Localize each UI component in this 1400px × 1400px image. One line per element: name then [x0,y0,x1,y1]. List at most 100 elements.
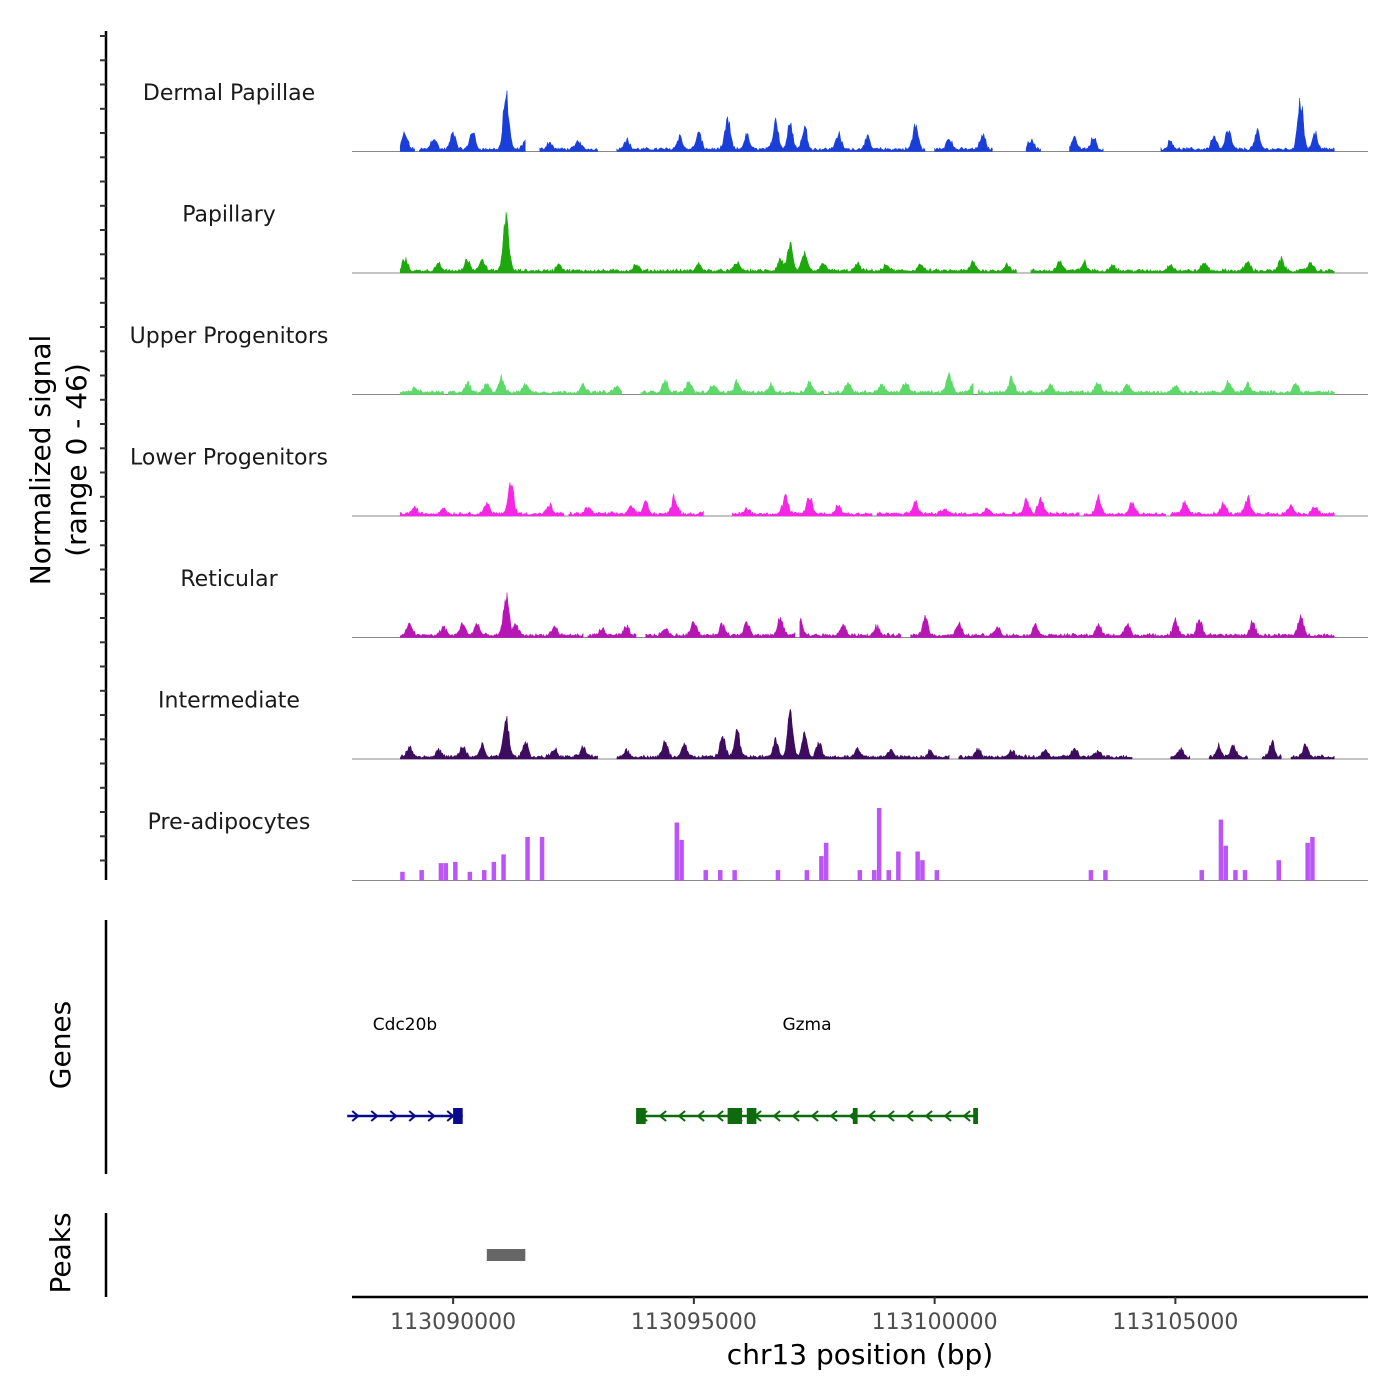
strand-arrow [829,1110,838,1122]
signal-area [770,117,926,152]
signal-bar [1305,842,1310,881]
signal-bar [1233,870,1238,881]
peak-track [486,1249,526,1261]
x-axis-title: chr13 position (bp) [727,1338,993,1371]
signal-area [399,715,598,760]
gene-label-cdc20b: Cdc20b [373,1015,437,1035]
track-reticular: Reticular [180,567,1368,638]
track-dermal-papillae: Dermal Papillae [143,81,1368,152]
signal-area [910,614,1335,638]
signal-area [645,617,796,638]
signal-bar [1218,819,1224,881]
signal-area [876,496,1080,517]
track-lower-progenitors: Lower Progenitors [130,446,1368,517]
track-papillary: Papillary [182,203,1368,274]
gene-exon [746,1108,757,1124]
x-tick-label: 113095000 [631,1310,757,1335]
signal-area [1069,135,1104,152]
x-tick-label: 113105000 [1112,1310,1238,1335]
signal-area [799,617,902,638]
axes: 113090000 113095000 113100000 113105000 [100,31,1368,1335]
signal-bar [718,870,723,881]
signal-bar [1103,870,1108,881]
signal-area [448,373,622,395]
strand-arrow [389,1110,398,1122]
signal-area [1083,494,1167,517]
signal-bar [732,870,737,881]
signal-bar [525,837,530,881]
signal-bar [400,871,405,881]
strand-arrow [677,1110,686,1122]
track-pre-adipocytes: Pre-adipocytes [148,808,1368,881]
gene-exon [852,1108,858,1124]
signal-area [640,378,825,395]
signal-area [958,746,1133,760]
strand-arrow [408,1110,417,1122]
signal-area [977,375,1162,395]
signal-bar [872,870,877,881]
signal-bar [920,860,925,881]
y-axis-title-line2: (range 0 - 46) [60,363,93,557]
signal-bar [915,851,920,881]
strand-arrow [370,1110,379,1122]
strand-arrow [696,1110,705,1122]
gene-gzma: Gzma [636,1015,978,1124]
signal-bar [539,837,545,881]
track-label-dermal-papillae: Dermal Papillae [143,81,315,106]
signal-bar [1276,860,1281,881]
signal-area [616,708,950,760]
signal-bar [453,861,458,881]
strand-arrow [715,1110,724,1122]
gene-exon [636,1108,646,1124]
signal-bar [1199,870,1204,881]
signal-area [1170,746,1191,760]
x-tick-label: 113100000 [872,1310,998,1335]
track-label-reticular: Reticular [180,567,278,592]
signal-bar [674,822,680,881]
signal-bar [679,839,684,881]
signal-area [1030,256,1335,274]
y-axis-title-line1: Normalized signal [24,335,57,586]
signal-area [399,212,704,274]
signal-bar [443,863,448,881]
strand-arrow [658,1110,667,1122]
gene-track: Cdc20b Gzma [347,1015,978,1124]
signal-area [1170,494,1335,517]
signal-bar [1310,837,1315,881]
signal-bar [896,851,901,881]
signal-area [1261,739,1282,760]
track-label-upper-progenitors: Upper Progenitors [130,324,329,349]
signal-bar [775,870,781,881]
strand-arrow [905,1110,914,1122]
signal-area [539,139,598,152]
signal-area [828,371,974,395]
signal-area [703,241,1017,274]
strand-arrow [810,1110,819,1122]
gene-exon [727,1108,742,1124]
signal-bar [491,861,497,881]
signal-bar [1223,845,1228,881]
signal-bar [804,870,810,881]
coverage-tracks: Dermal Papillae Papillary Upper Progenitor… [130,81,1368,881]
signal-bar [419,870,424,881]
gene-cdc20b: Cdc20b [347,1015,463,1124]
signal-bar [876,808,882,881]
signal-area [399,130,415,152]
x-tick-label: 113090000 [390,1310,516,1335]
signal-bar [467,871,473,881]
signal-bar [482,870,487,881]
signal-area [399,482,565,517]
signal-area [1208,742,1248,760]
genes-panel-label: Genes [44,1001,77,1089]
signal-area [399,386,444,395]
strand-arrow [867,1110,876,1122]
signal-area [568,493,704,517]
signal-bar [857,870,863,881]
signal-area [587,623,637,638]
signal-bar [1088,870,1094,881]
strand-arrow [427,1110,436,1122]
signal-area [399,592,584,638]
signal-area [1160,97,1335,152]
gene-label-gzma: Gzma [782,1015,831,1035]
